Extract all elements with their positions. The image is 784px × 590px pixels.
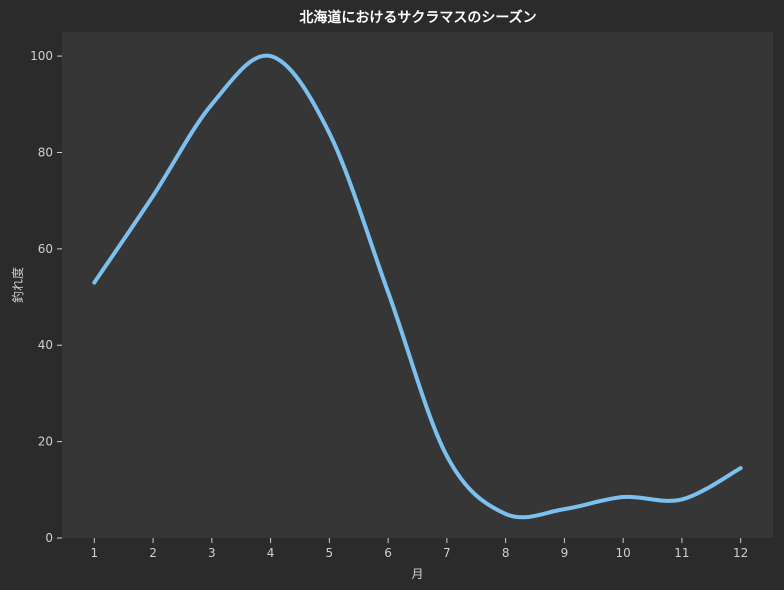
series-line bbox=[92, 53, 743, 520]
x-tick-label: 5 bbox=[326, 546, 334, 560]
y-tick-label: 60 bbox=[38, 242, 53, 256]
y-tick-label: 0 bbox=[45, 531, 53, 545]
x-tick-label: 8 bbox=[502, 546, 510, 560]
y-axis: 0 20 40 60 80 100 bbox=[30, 49, 62, 545]
x-tick-label: 9 bbox=[561, 546, 569, 560]
x-tick-label: 3 bbox=[208, 546, 216, 560]
y-axis-label: 釣れ度 bbox=[10, 267, 25, 303]
x-tick-label: 10 bbox=[616, 546, 631, 560]
x-tick-label: 11 bbox=[674, 546, 689, 560]
series-group bbox=[92, 53, 743, 520]
x-axis: 1 2 3 4 5 6 7 8 9 10 11 12 bbox=[90, 538, 748, 560]
y-tick-label: 40 bbox=[38, 338, 53, 352]
x-tick-label: 1 bbox=[90, 546, 98, 560]
x-tick-label: 6 bbox=[384, 546, 392, 560]
x-tick-label: 12 bbox=[733, 546, 748, 560]
x-axis-label: 月 bbox=[411, 567, 423, 581]
y-tick-label: 20 bbox=[38, 435, 53, 449]
x-tick-label: 7 bbox=[443, 546, 451, 560]
plot-area bbox=[62, 32, 773, 538]
x-tick-label: 2 bbox=[149, 546, 157, 560]
chart-title: 北海道におけるサクラマスのシーズン bbox=[299, 9, 536, 26]
x-tick-label: 4 bbox=[267, 546, 275, 560]
y-tick-label: 80 bbox=[38, 145, 53, 159]
y-tick-label: 100 bbox=[30, 49, 53, 63]
